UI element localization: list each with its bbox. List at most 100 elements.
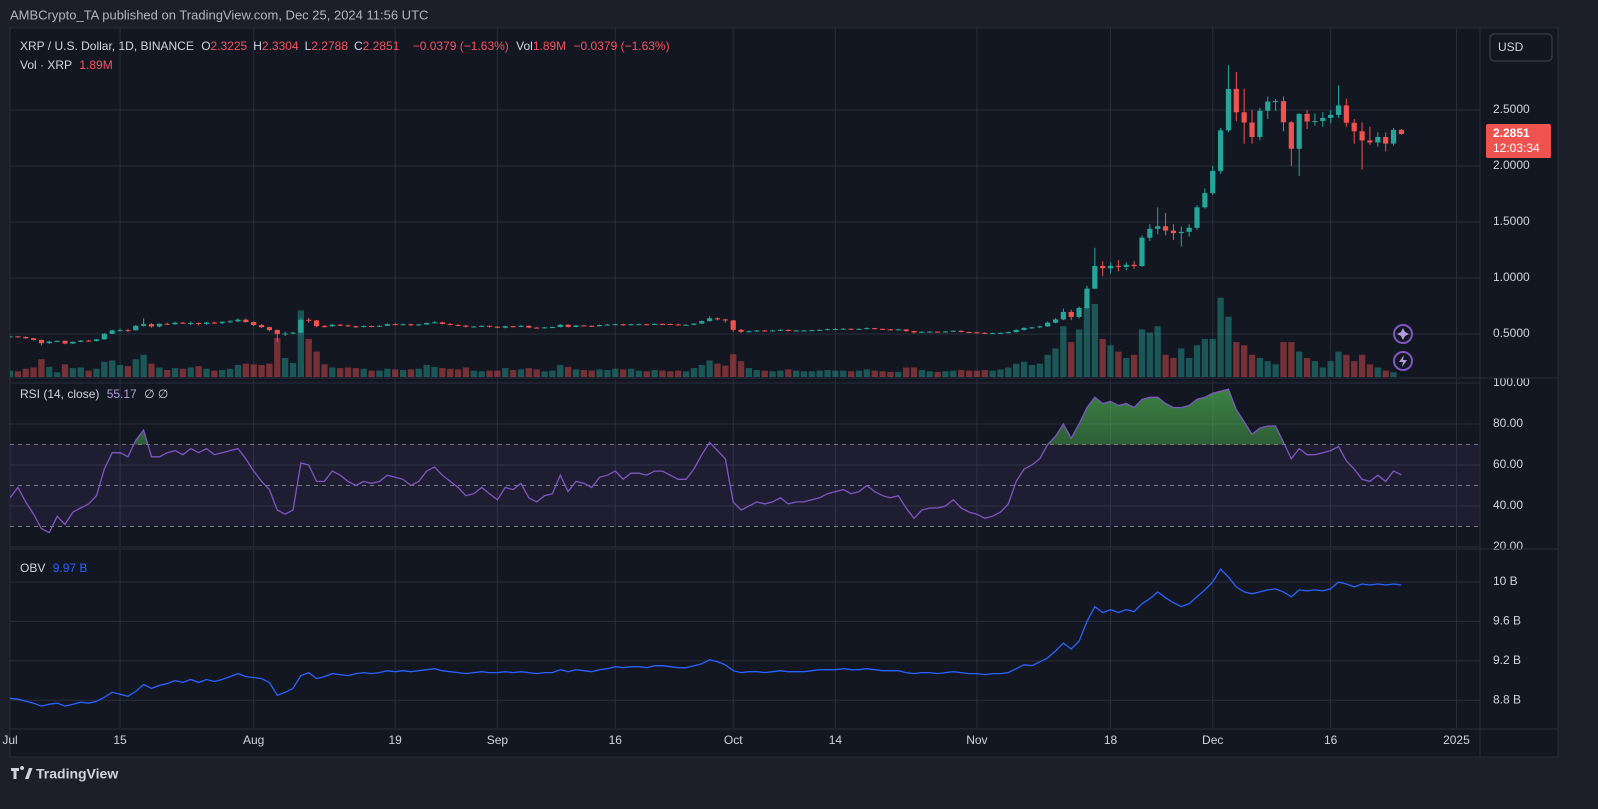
candle-body (258, 325, 265, 328)
volume-bar (580, 370, 587, 377)
volume-bar (313, 351, 320, 377)
volume-bar (1241, 345, 1248, 377)
volume-bar (203, 368, 210, 377)
candle-body (1029, 327, 1035, 329)
volume-bar (800, 371, 808, 377)
candle-body (942, 331, 949, 333)
candle-body (1367, 140, 1373, 143)
countdown-label: 12:03:34 (1493, 141, 1540, 155)
candle-body (447, 323, 453, 325)
volume-bar (926, 371, 933, 377)
volume-bar (1358, 354, 1366, 377)
candle-body (714, 318, 721, 320)
candle-body (549, 327, 556, 329)
volume-bar (1303, 357, 1311, 377)
volume-bar (533, 369, 540, 377)
ohlc-value: 2.2788 (311, 39, 348, 53)
ohlc-value: 2.3225 (210, 39, 248, 53)
volume-bar (612, 368, 619, 377)
currency-button-label[interactable]: USD (1498, 40, 1524, 54)
candle-body (23, 336, 29, 339)
currency-button[interactable] (1489, 33, 1553, 62)
volume-bar (1327, 361, 1334, 377)
volume-bar (274, 337, 281, 377)
volume-bar (384, 368, 391, 377)
candle-body (990, 333, 996, 335)
volume-bar (69, 368, 77, 377)
candle-body (313, 320, 320, 327)
x-tick-label: 16 (609, 733, 623, 747)
volume-bar (1280, 342, 1287, 377)
candle-body (1296, 113, 1302, 149)
candle-body (848, 328, 854, 330)
candle-body (722, 319, 728, 321)
candle-body (78, 340, 84, 342)
candle-body (408, 324, 414, 326)
candle-body (934, 331, 941, 333)
candle-body (93, 339, 100, 342)
candle-body (683, 324, 689, 326)
candle-body (471, 326, 477, 328)
volume-bar (321, 364, 328, 377)
volume-bar (1013, 363, 1020, 377)
candle-body (141, 324, 147, 326)
candle-body (62, 340, 68, 344)
alert-icon[interactable] (1393, 351, 1413, 371)
volume-bar (667, 371, 674, 377)
candle-body (1320, 117, 1326, 122)
volume-bar (871, 370, 878, 377)
candle-body (982, 332, 988, 334)
candle-body (958, 330, 964, 332)
volume-bar (297, 310, 304, 377)
vol-value: 1.89M (532, 39, 567, 53)
candle-body (1241, 112, 1247, 123)
volume-bar (863, 369, 870, 377)
candle-body (1375, 136, 1381, 143)
volume-bar (1248, 354, 1256, 377)
candle-body (785, 329, 791, 331)
x-tick-label: Dec (1202, 733, 1223, 747)
candle-body (203, 322, 210, 324)
volume-bar (832, 370, 839, 377)
volume-bar (266, 363, 273, 377)
candle-body (290, 332, 296, 334)
volume-bar (281, 357, 289, 377)
volume-bar (1060, 326, 1067, 377)
volume-bar (651, 370, 658, 377)
ai-icon[interactable] (1393, 324, 1413, 344)
candle-body (369, 326, 375, 328)
candle-body (1328, 114, 1334, 118)
candle-body (148, 324, 155, 327)
candle-body (180, 322, 186, 324)
candle-body (589, 325, 595, 327)
candle-body (534, 327, 540, 329)
candle-body (1068, 311, 1074, 317)
publish-header: AMBCrypto_TA published on TradingView.co… (10, 7, 428, 22)
volume-bar (627, 368, 635, 377)
volume-bar (910, 367, 918, 377)
candle-body (1273, 101, 1279, 103)
volume-bar (234, 364, 242, 377)
volume-bar (958, 370, 965, 377)
candle-body (1233, 88, 1239, 113)
candle-body (1351, 122, 1357, 132)
candle-body (156, 323, 162, 327)
candle-body (337, 324, 343, 326)
volume-bar (722, 365, 729, 377)
x-tick-label: 18 (1104, 733, 1118, 747)
obv-value: 9.97 B (52, 561, 88, 575)
volume-bar (38, 359, 45, 377)
volume-bar (1382, 370, 1389, 377)
volume-bar (407, 369, 415, 377)
volume-bar (934, 371, 941, 377)
y-tick-label: 80.00 (1493, 416, 1523, 430)
volume-bar (1256, 357, 1264, 377)
volume-bar (588, 370, 595, 377)
volume-bar (887, 371, 894, 377)
candle-body (1249, 122, 1255, 137)
candle-body (541, 327, 548, 329)
volume-bar (541, 371, 548, 377)
volume-bar (337, 368, 344, 377)
volume-bar (1217, 297, 1224, 377)
candle-body (911, 331, 917, 333)
